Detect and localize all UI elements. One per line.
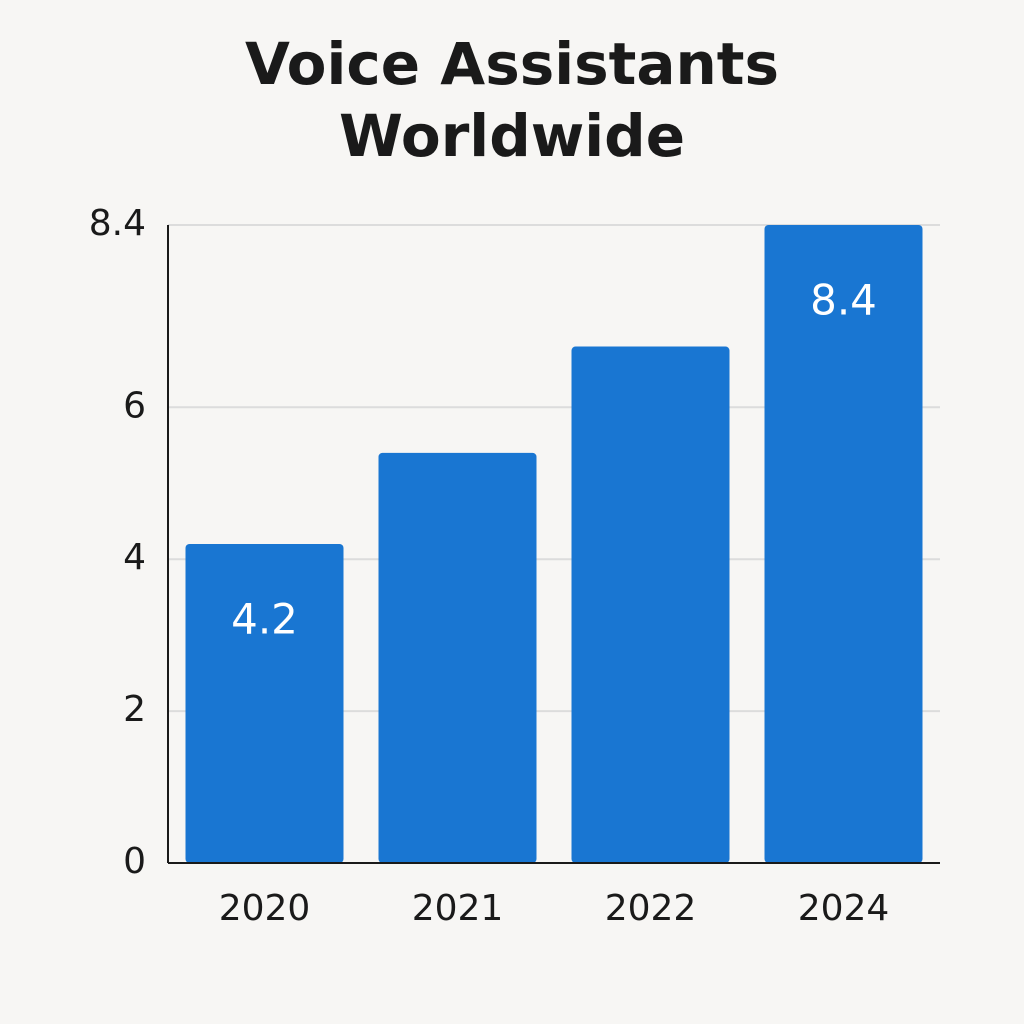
x-tick-label: 2022: [605, 888, 697, 929]
value-label: 8.4: [810, 276, 877, 325]
x-tick-label: 2020: [219, 888, 311, 929]
bar: [378, 452, 537, 863]
y-tick-label: 0: [123, 841, 146, 882]
y-tick-label: 8.4: [89, 203, 146, 244]
y-tick-label: 4: [123, 537, 146, 578]
bar: [764, 225, 923, 863]
bar: [185, 544, 344, 863]
x-tick-label: 2024: [798, 888, 890, 929]
y-tick-label: 2: [123, 689, 146, 730]
value-label: 4.2: [231, 595, 298, 644]
chart-title: Voice Assistants Worldwide: [244, 30, 780, 170]
x-tick-label: 2021: [412, 888, 504, 929]
bar: [571, 346, 730, 863]
y-tick-label: 6: [123, 385, 146, 426]
